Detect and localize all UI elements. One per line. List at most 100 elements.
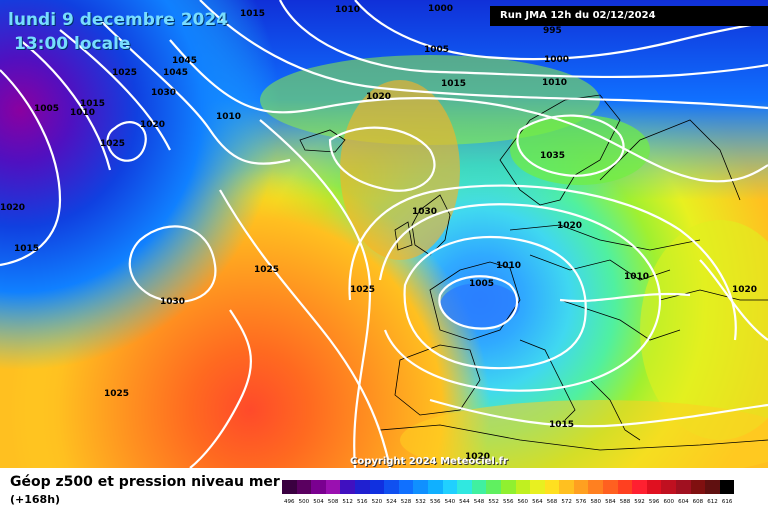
pressure-label: 1035 [540, 151, 565, 161]
color-swatch [486, 480, 501, 494]
color-swatch [559, 480, 574, 494]
pressure-label: 1010 [216, 112, 241, 122]
pressure-label: 1025 [100, 139, 125, 149]
pressure-label: 1015 [441, 79, 466, 89]
scale-tick-label: 556 [502, 499, 514, 505]
scale-tick-label: 552 [488, 499, 499, 505]
color-scale [282, 480, 735, 494]
scale-tick-label: 532 [415, 499, 426, 505]
pressure-label: 1025 [112, 68, 137, 78]
pressure-label: 1010 [70, 108, 95, 118]
pressure-label: 1020 [732, 285, 757, 295]
pressure-label: 1005 [469, 279, 494, 289]
color-swatch [340, 480, 355, 494]
pressure-label: 1010 [496, 261, 521, 271]
pressure-label: 1010 [542, 78, 567, 88]
scale-tick-label: 596 [648, 499, 660, 505]
scale-tick-label: 504 [313, 499, 324, 505]
low-core-shading [440, 283, 520, 327]
pressure-label: 1015 [14, 244, 39, 254]
pressure-label: 1045 [163, 68, 188, 78]
scale-tick-label: 592 [634, 499, 645, 505]
scale-tick-label: 608 [692, 499, 704, 505]
scale-tick-label: 580 [590, 499, 602, 505]
color-swatch [398, 480, 414, 494]
pressure-label: 1000 [544, 55, 569, 65]
pressure-label: 1025 [254, 265, 279, 275]
color-swatch [471, 480, 487, 494]
color-swatch [603, 480, 618, 494]
scale-tick-label: 564 [532, 499, 543, 505]
scale-tick-label: 544 [459, 499, 470, 505]
color-swatch [384, 480, 399, 494]
scale-tick-label: 604 [678, 499, 689, 505]
scale-tick-label: 568 [546, 499, 558, 505]
pressure-label: 1010 [624, 272, 649, 282]
scale-tick-label: 508 [327, 499, 339, 505]
isobars [0, 0, 768, 468]
color-swatch [705, 480, 720, 494]
scale-tick-label: 520 [371, 499, 383, 505]
scale-tick-label: 536 [429, 499, 441, 505]
color-swatch [427, 480, 443, 494]
east-ridge [640, 220, 768, 440]
scale-tick-label: 524 [386, 499, 397, 505]
pressure-label: 1015 [80, 99, 105, 109]
pressure-label: 1005 [34, 104, 59, 114]
legend-subtitle: (+168h) [10, 493, 61, 506]
scale-tick-label: 612 [707, 499, 718, 505]
scale-tick-label: 512 [342, 499, 353, 505]
color-swatch [296, 480, 312, 494]
color-swatch [530, 480, 545, 494]
pressure-label: 1020 [557, 221, 582, 231]
pressure-label: 995 [543, 26, 562, 36]
pressure-labels: 1015 1010 1000 995 1005 1000 1015 1010 1… [0, 4, 757, 462]
pressure-label: 1025 [104, 389, 129, 399]
pressure-label: 1020 [140, 120, 165, 130]
scale-tick-label: 516 [357, 499, 368, 505]
color-swatch [661, 480, 677, 494]
color-swatch [573, 480, 589, 494]
color-swatch [676, 480, 691, 494]
scale-tick-label: 576 [575, 499, 587, 505]
color-swatch [354, 480, 370, 494]
pressure-label: 1015 [240, 9, 265, 19]
scale-tick-label: 584 [605, 499, 616, 505]
forecast-time: 13:00 locale [14, 34, 131, 54]
scale-tick-label: 572 [561, 499, 572, 505]
coastlines [299, 94, 768, 451]
color-swatch [719, 480, 735, 494]
map-canvas: 1015 1010 1000 995 1005 1000 1015 1010 1… [0, 0, 768, 468]
pressure-label: 1030 [412, 207, 437, 217]
color-swatch [515, 480, 531, 494]
color-swatch [690, 480, 706, 494]
pressure-label: 1005 [424, 45, 449, 55]
color-swatch [282, 480, 297, 494]
color-swatch [413, 480, 428, 494]
scale-tick-label: 540 [444, 499, 456, 505]
legend-panel: Géop z500 et pression niveau mer (+168h)… [0, 468, 768, 512]
scandinavia-ridge [510, 115, 650, 185]
scale-tick-label: 600 [663, 499, 674, 505]
forecast-date: lundi 9 decembre 2024 [8, 10, 229, 30]
pressure-label: 1045 [172, 56, 197, 66]
scale-tick-label: 496 [284, 499, 295, 505]
pressure-label: 1015 [549, 420, 574, 430]
color-scale-labels: 496 500 504 508 512 516 520 524 528 532 536 540 544 5… [282, 499, 734, 505]
pressure-label: 1030 [160, 297, 185, 307]
scale-tick-label: 548 [473, 499, 485, 505]
scale-tick-label: 500 [298, 499, 310, 505]
copyright-text: Copyright 2024 Meteociel.fr [350, 456, 508, 467]
scale-tick-label: 588 [619, 499, 631, 505]
legend-title: Géop z500 et pression niveau mer [10, 474, 280, 490]
pressure-label: 1020 [366, 92, 391, 102]
color-swatch [632, 480, 647, 494]
scale-tick-label: 616 [721, 499, 733, 505]
scale-tick-label: 560 [517, 499, 529, 505]
pressure-label: 1000 [428, 4, 453, 14]
color-swatch [369, 480, 385, 494]
pressure-label: 1030 [151, 88, 176, 98]
pressure-label: 1020 [0, 203, 25, 213]
pressure-label: 1010 [335, 5, 360, 15]
mediterranean-band [400, 400, 768, 468]
